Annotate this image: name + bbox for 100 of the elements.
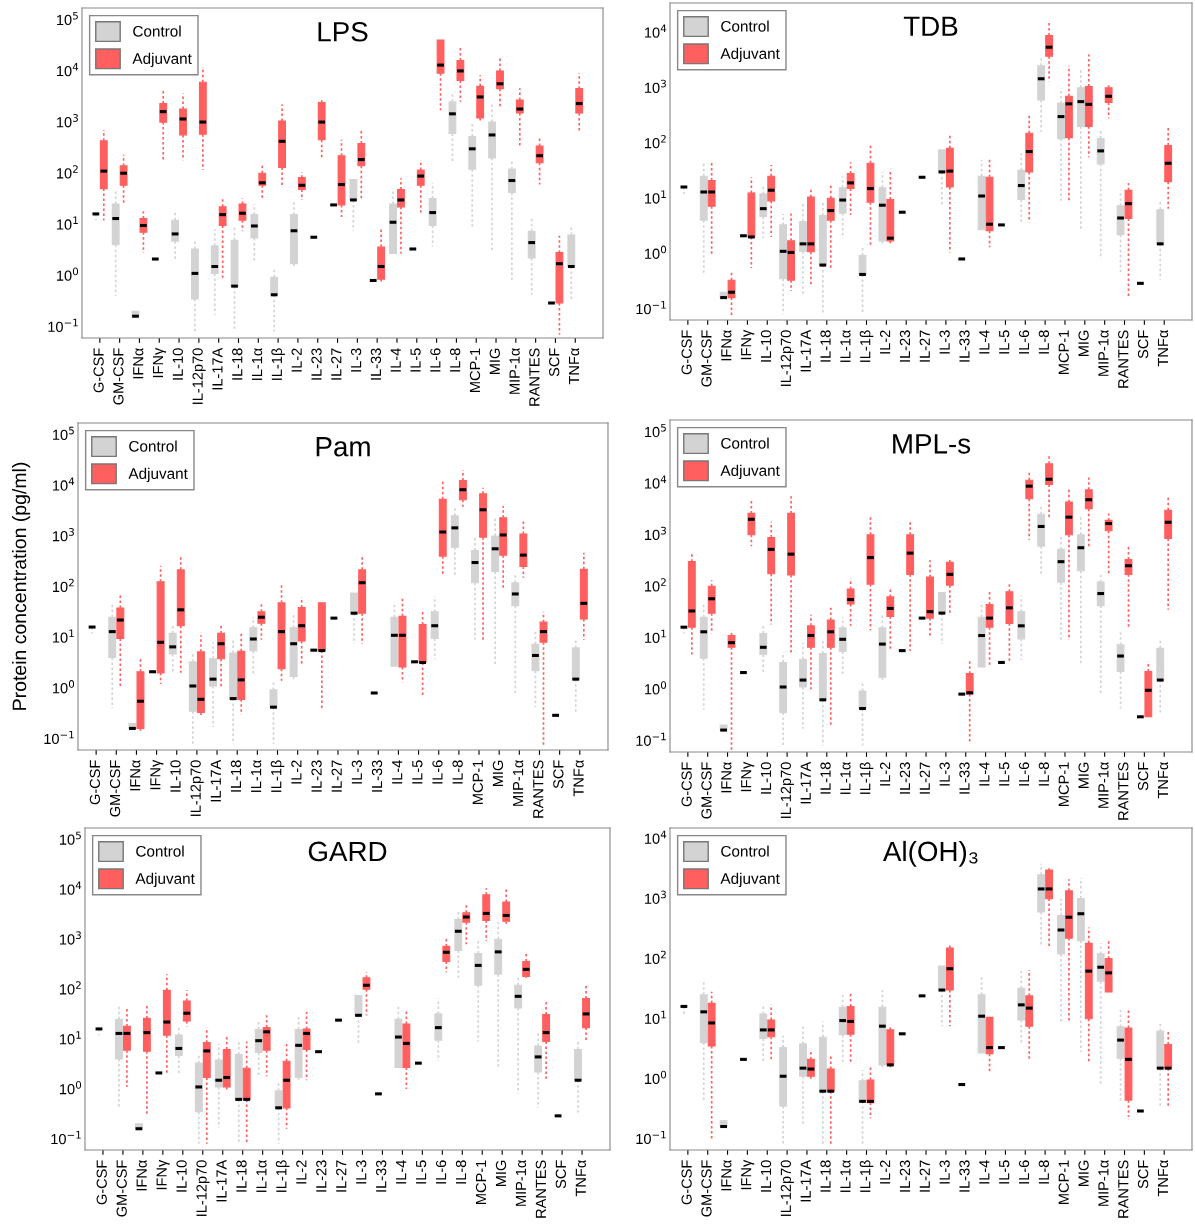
x-tick-label: IL-1α <box>840 1160 851 1192</box>
y-tick-label: 10$^{4}$ <box>645 830 667 844</box>
legend-label: Adjuvant <box>135 872 195 888</box>
y-tick-label: 10$^{4}$ <box>60 881 82 895</box>
x-tick-label: IL-12p70 <box>190 760 204 816</box>
x-tick-label: IL-6 <box>1018 1160 1030 1184</box>
chart-title: MPL-s <box>893 434 971 454</box>
x-tick-label: IL-23 <box>899 330 911 362</box>
x-tick-label: IL-33 <box>376 1160 387 1192</box>
legend-label: Control <box>721 20 769 32</box>
x-tick-label: SCF <box>549 348 560 377</box>
x-tick-label: MIG <box>492 760 504 787</box>
y-tick-label: 10$^{3}$ <box>645 526 666 541</box>
y-tick-label: 10$^{1}$ <box>57 216 78 230</box>
x-tick-label: IFNα <box>130 760 141 791</box>
x-tick-label: IL-3 <box>356 1160 367 1184</box>
x-tick-label: TNFα <box>573 760 584 797</box>
y-tick-label: 10$^{5}$ <box>57 11 78 26</box>
legend-label: Control <box>129 440 177 452</box>
x-tick-label: IL-23 <box>311 760 322 792</box>
x-tick-label: MIG <box>1078 762 1089 789</box>
x-tick-label: IL-10 <box>170 760 181 792</box>
x-tick-label: IL-8 <box>449 348 461 372</box>
x-tick-label: IL-12p70 <box>780 762 794 818</box>
y-tick-label: 10$^{1}$ <box>645 629 666 643</box>
x-tick-label: IL-33 <box>371 760 383 792</box>
x-tick-label: IL-4 <box>979 330 990 354</box>
x-tick-label: IL-8 <box>1038 1160 1050 1184</box>
legend-label: Control <box>721 845 769 857</box>
y-tick-label: 10$^{3}$ <box>53 528 74 542</box>
x-tick-label: IL-5 <box>999 330 1010 354</box>
y-tick-label: 10$^{1}$ <box>645 190 666 204</box>
x-tick-label: IL-33 <box>959 330 970 362</box>
x-tick-label: IL-5 <box>416 1160 427 1184</box>
x-tick-label: G-CSF <box>681 1160 692 1205</box>
x-tick-label: G-CSF <box>681 762 692 807</box>
x-tick-label: MCP-1 <box>469 348 481 392</box>
x-tick-label: MCP-1 <box>1058 330 1069 374</box>
x-tick-label: IL-6 <box>1018 762 1030 786</box>
x-tick-label: IL-2 <box>296 1160 307 1184</box>
x-tick-label: IFNγ <box>741 1159 755 1190</box>
y-tick-label: 10$^{0}$ <box>60 1081 82 1095</box>
chart-title: GARD <box>308 841 387 862</box>
x-tick-label: G-CSF <box>681 330 692 375</box>
x-tick-label: IL-10 <box>760 762 772 794</box>
x-tick-label: IL-27 <box>331 348 342 380</box>
chart-title: Al(OH)₃ <box>882 840 978 867</box>
x-tick-label: MIG <box>1078 1160 1089 1187</box>
x-tick-label: IL-1α <box>840 330 851 362</box>
x-tick-label: IL-27 <box>919 762 930 794</box>
x-tick-label: IL-2 <box>291 348 302 372</box>
x-tick-label: G-CSF <box>96 1160 107 1205</box>
x-tick-label: MIP-1α <box>513 760 524 806</box>
x-tick-label: GM-CSF <box>701 1160 712 1217</box>
y-tick-label: 10$^{−1}$ <box>44 730 74 745</box>
y-tick-label: 10$^{3}$ <box>60 931 81 945</box>
x-tick-label: IFNγ <box>150 759 164 790</box>
y-tick-label: 10$^{1}$ <box>53 629 74 643</box>
x-tick-label: RANTES <box>533 760 544 818</box>
x-tick-label: IL-12p70 <box>192 348 206 404</box>
legend-label: Adjuvant <box>720 872 780 888</box>
y-tick-label: 10$^{1}$ <box>60 1031 81 1045</box>
x-tick-label: GM-CSF <box>113 348 124 405</box>
y-tick-label: 10$^{1}$ <box>645 1010 666 1025</box>
x-tick-label: IL-5 <box>999 1160 1010 1184</box>
x-tick-label: SCF <box>1137 762 1149 791</box>
legend-label: Adjuvant <box>720 47 780 63</box>
x-tick-label: IL-2 <box>291 760 302 784</box>
x-tick-label: IL-10 <box>176 1160 187 1192</box>
x-tick-label: MIP-1α <box>1098 330 1109 376</box>
x-tick-label: IL-17A <box>800 761 811 804</box>
y-tick-label: 10$^{0}$ <box>53 680 75 694</box>
x-tick-label: IL-1β <box>859 762 874 794</box>
x-tick-label: MIP-1α <box>509 348 520 394</box>
x-tick-label: SCF <box>555 1160 567 1189</box>
x-tick-label: MCP-1 <box>472 760 483 804</box>
x-tick-label: IFNγ <box>156 1159 170 1190</box>
x-tick-label: IL-12p70 <box>780 1160 794 1216</box>
x-tick-label: IL-1α <box>251 760 262 792</box>
x-tick-label: IL-33 <box>959 1160 970 1192</box>
legend-label: Control <box>133 25 181 37</box>
x-tick-label: IFNα <box>721 330 732 361</box>
y-tick-label: 10$^{0}$ <box>645 245 667 259</box>
y-tick-label: 10$^{4}$ <box>57 63 79 77</box>
x-tick-label: IL-3 <box>350 348 362 372</box>
x-tick-label: IL-1β <box>859 330 874 362</box>
y-tick-label: 10$^{2}$ <box>645 135 666 149</box>
x-tick-label: IL-27 <box>336 1160 347 1192</box>
y-tick-label: 10$^{−1}$ <box>51 1131 81 1145</box>
x-tick-label: IL-1α <box>256 1160 267 1192</box>
x-tick-label: IL-4 <box>392 760 403 784</box>
x-tick-label: MCP-1 <box>475 1160 487 1204</box>
legend-label: Control <box>721 437 769 449</box>
legend-label: Adjuvant <box>128 467 188 483</box>
x-tick-label: G-CSF <box>93 348 104 393</box>
y-tick-label: 10$^{0}$ <box>645 1070 667 1085</box>
y-tick-label: 10$^{2}$ <box>53 578 74 593</box>
x-tick-label: IL-2 <box>879 330 891 354</box>
x-tick-label: IL-1β <box>275 1160 290 1192</box>
x-tick-label: IFNα <box>721 1160 732 1191</box>
